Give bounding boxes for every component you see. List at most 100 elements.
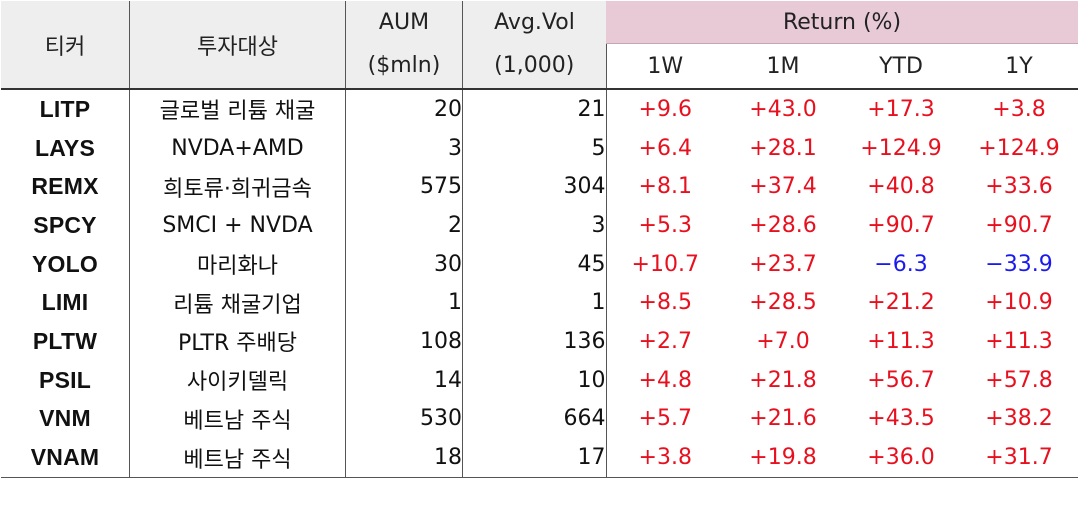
cell-return-1y: +124.9: [978, 135, 1060, 161]
cell-aum: 30: [345, 244, 463, 284]
cell-return-1y: +31.7: [960, 438, 1078, 478]
cell-avg-vol: 45: [462, 244, 607, 284]
cell-return-1w: +5.3: [638, 212, 692, 238]
cell-return-1y: +10.9: [985, 290, 1053, 316]
cell-return-1m: +7.0: [756, 328, 810, 354]
cell-avg-vol: 10: [462, 360, 607, 400]
cell-return-ytd: +43.5: [867, 406, 935, 432]
cell-underlying: NVDA+AMD: [171, 135, 304, 161]
cell-avg-vol: 3: [462, 206, 607, 245]
cell-return-1y: +33.6: [985, 174, 1053, 200]
cell-return-1w: +9.6: [638, 96, 692, 122]
cell-underlying: 리튬 채굴기업: [173, 292, 302, 318]
cell-avg-vol: 136: [462, 322, 607, 361]
cell-return-ytd: +11.3: [867, 328, 935, 354]
cell-avg-vol: 304: [462, 167, 607, 207]
cell-return-1w: +5.7: [638, 406, 692, 432]
cell-aum: 530: [345, 399, 463, 439]
cell-return-1y: +57.8: [985, 367, 1053, 393]
col-header-1y: 1Y: [960, 43, 1078, 90]
cell-return-1m: +21.8: [749, 367, 817, 393]
table-row: VNAM 베트남 주식 18 17 +3.8 +19.8 +36.0 +31.7: [1, 438, 1078, 478]
col-header-avg-vol: Avg.Vol: [462, 1, 606, 44]
cell-return-1w: +3.8: [606, 438, 724, 478]
col-subheader-vol-unit: (1,000): [462, 43, 607, 90]
cell-return-1w: +2.7: [638, 328, 692, 354]
cell-return-ytd: +56.7: [867, 367, 935, 393]
cell-ticker: VNAM: [1, 438, 130, 478]
cell-return-ytd: +17.3: [867, 96, 935, 122]
cell-avg-vol: 21: [462, 89, 607, 129]
cell-return-1w: +8.1: [638, 174, 692, 200]
cell-aum: 18: [345, 438, 463, 478]
col-subheader-aum-unit: ($mln): [345, 43, 463, 90]
cell-ticker: PSIL: [1, 360, 130, 400]
cell-return-1m: +28.6: [749, 212, 817, 238]
cell-aum: 575: [345, 167, 463, 207]
cell-aum: 1: [345, 283, 463, 323]
col-header-1m: 1M: [724, 43, 842, 90]
cell-return-1m: +21.6: [749, 406, 817, 432]
cell-aum: 2: [345, 206, 463, 245]
cell-ticker: REMX: [1, 167, 130, 207]
cell-return-ytd: −6.3: [874, 251, 928, 277]
cell-underlying: 베트남 주식: [129, 438, 346, 478]
cell-return-1y: +3.8: [992, 96, 1046, 122]
cell-return-1y: −33.9: [985, 251, 1053, 277]
col-header-aum: AUM: [345, 1, 463, 44]
cell-underlying: PLTR 주배당: [178, 331, 297, 357]
cell-return-1w: +6.4: [638, 135, 692, 161]
cell-return-1y: +11.3: [985, 328, 1053, 354]
table-row: LAYS NVDA+AMD 3 5 +6.4 +28.1 +124.9 +124.9: [1, 128, 1078, 168]
cell-return-1w: +4.8: [638, 367, 692, 393]
cell-return-1m: +28.1: [749, 135, 817, 161]
cell-return-ytd: +36.0: [842, 438, 960, 478]
cell-return-1m: +43.0: [749, 96, 817, 122]
cell-underlying: 글로벌 리튬 채굴: [159, 99, 316, 125]
cell-ticker: PLTW: [1, 322, 130, 361]
cell-return-ytd: +21.2: [867, 290, 935, 316]
cell-return-1y: +90.7: [985, 212, 1053, 238]
cell-underlying: 베트남 주식: [183, 408, 292, 434]
cell-return-1m: +23.7: [749, 251, 817, 277]
cell-return-ytd: +40.8: [867, 174, 935, 200]
cell-ticker: SPCY: [1, 206, 130, 245]
cell-underlying: 사이키델릭: [186, 370, 289, 396]
cell-avg-vol: 1: [462, 283, 607, 323]
table-body: LITP 글로벌 리튬 채굴 20 21 +9.6 +43.0 +17.3 +3.8 LAYS N…: [1, 89, 1078, 478]
col-header-underlying: 투자대상: [129, 1, 346, 90]
cell-ticker: LIMI: [1, 283, 130, 323]
cell-return-1w: +8.5: [638, 290, 692, 316]
table-row: SPCY SMCI + NVDA 2 3 +5.3 +28.6 +90.7 +90.7: [1, 206, 1078, 245]
cell-return-ytd: +90.7: [867, 212, 935, 238]
col-header-return-group: Return (%): [606, 1, 1078, 44]
cell-return-1m: +28.5: [749, 290, 817, 316]
cell-return-1m: +19.8: [724, 438, 842, 478]
cell-ticker: LAYS: [1, 128, 130, 168]
col-header-ytd: YTD: [842, 43, 960, 90]
col-header-1w: 1W: [606, 43, 724, 90]
cell-avg-vol: 664: [462, 399, 607, 439]
cell-avg-vol: 17: [462, 438, 607, 478]
cell-aum: 20: [345, 89, 463, 129]
cell-return-1m: +37.4: [749, 174, 817, 200]
cell-ticker: VNM: [1, 399, 130, 439]
cell-underlying: 희토류·희귀금속: [163, 176, 312, 202]
table-row: VNM 베트남 주식 530 664 +5.7 +21.6 +43.5 +38.2: [1, 399, 1078, 439]
col-header-ticker: 티커: [1, 1, 130, 90]
table-row: PLTW PLTR 주배당 108 136 +2.7 +7.0 +11.3 +11.3: [1, 322, 1078, 361]
cell-aum: 14: [345, 360, 463, 400]
cell-return-1y: +38.2: [985, 406, 1053, 432]
etf-return-table: 티커 투자대상 AUM Avg.Vol Return (%) ($mln) (1…: [1, 1, 1078, 478]
cell-return-ytd: +124.9: [860, 135, 942, 161]
cell-return-1w: +10.7: [631, 251, 699, 277]
cell-aum: 108: [345, 322, 463, 361]
table-row: LITP 글로벌 리튬 채굴 20 21 +9.6 +43.0 +17.3 +3.8: [1, 89, 1078, 129]
cell-avg-vol: 5: [462, 128, 607, 168]
table-row: PSIL 사이키델릭 14 10 +4.8 +21.8 +56.7 +57.8: [1, 360, 1078, 400]
cell-underlying: SMCI + NVDA: [162, 212, 313, 238]
cell-ticker: LITP: [1, 89, 130, 129]
table-row: REMX 희토류·희귀금속 575 304 +8.1 +37.4 +40.8 +33.6: [1, 167, 1078, 207]
cell-aum: 3: [345, 128, 463, 168]
table-row: LIMI 리튬 채굴기업 1 1 +8.5 +28.5 +21.2 +10.9: [1, 283, 1078, 323]
